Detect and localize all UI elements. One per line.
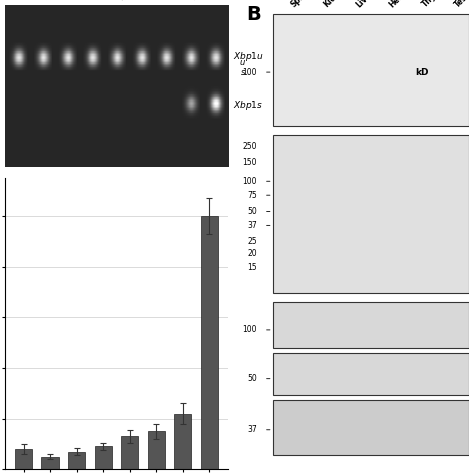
Text: 50: 50 <box>247 207 257 216</box>
Text: Heart: Heart <box>387 0 411 9</box>
Bar <box>201 216 218 469</box>
Text: 150: 150 <box>243 158 257 167</box>
Bar <box>174 413 191 469</box>
Text: $\it{Xbp1u}$: $\it{Xbp1u}$ <box>233 50 264 63</box>
Bar <box>15 449 32 469</box>
Text: Islets: Islets <box>215 0 237 1</box>
FancyBboxPatch shape <box>273 302 469 348</box>
Bar <box>94 447 112 469</box>
Text: Thymus: Thymus <box>420 0 450 9</box>
Bar <box>41 456 59 469</box>
Text: Spleen: Spleen <box>289 0 316 9</box>
Text: Brain: Brain <box>92 0 114 1</box>
Text: Lung: Lung <box>117 0 138 1</box>
Text: 25: 25 <box>247 237 257 246</box>
FancyBboxPatch shape <box>273 14 469 126</box>
Text: 37: 37 <box>247 221 257 230</box>
Text: Testis: Testis <box>67 0 91 1</box>
Text: Muscle: Muscle <box>141 0 169 1</box>
Text: 50: 50 <box>247 374 257 383</box>
Text: 15: 15 <box>247 263 257 272</box>
Text: kD: kD <box>416 68 429 77</box>
Text: B: B <box>246 5 261 24</box>
Text: $\it{u}$: $\it{u}$ <box>239 58 246 67</box>
Text: $\it{s}$: $\it{s}$ <box>240 68 246 77</box>
Text: $\it{Xbp1s}$: $\it{Xbp1s}$ <box>233 99 263 111</box>
Text: Pancreas: Pancreas <box>165 0 200 1</box>
Text: 37: 37 <box>247 425 257 434</box>
Text: 100: 100 <box>243 177 257 186</box>
Text: 20: 20 <box>247 249 257 258</box>
Text: 100: 100 <box>243 326 257 334</box>
Text: 75: 75 <box>247 191 257 200</box>
Text: Thymus: Thymus <box>43 0 73 1</box>
Text: Kidney: Kidney <box>322 0 349 9</box>
Bar <box>147 431 165 469</box>
Bar <box>68 452 85 469</box>
FancyBboxPatch shape <box>273 400 469 456</box>
Text: 100: 100 <box>243 68 257 77</box>
Text: Acinar cells: Acinar cells <box>190 0 232 1</box>
FancyBboxPatch shape <box>273 135 469 293</box>
Text: Liver: Liver <box>355 0 376 9</box>
FancyBboxPatch shape <box>273 353 469 395</box>
Bar <box>121 437 138 469</box>
Text: 250: 250 <box>243 142 257 151</box>
Text: Test...: Test... <box>453 0 474 9</box>
